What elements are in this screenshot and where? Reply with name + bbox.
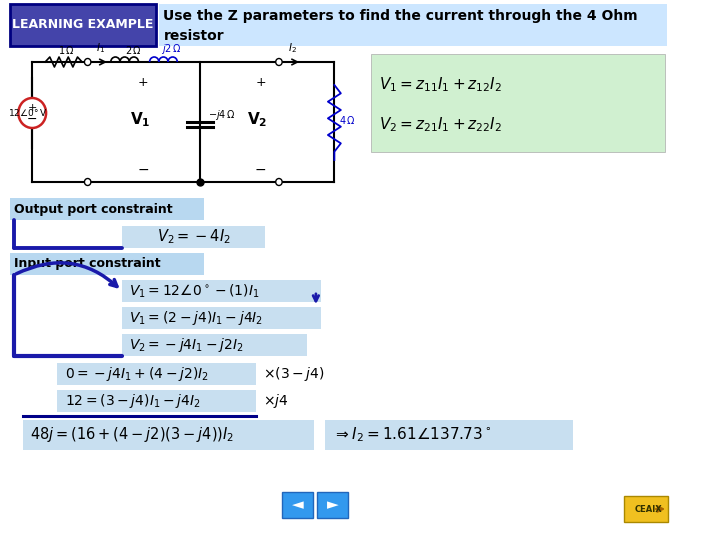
Text: $j2\,\Omega$: $j2\,\Omega$ (161, 42, 181, 56)
Text: resistor: resistor (163, 29, 224, 43)
FancyArrowPatch shape (313, 294, 319, 301)
Text: $12 = (3-j4)I_1 - j4I_2$: $12 = (3-j4)I_1 - j4I_2$ (65, 392, 200, 410)
Circle shape (84, 179, 91, 186)
Text: $V_2 = -j4I_1 - j2I_2$: $V_2 = -j4I_1 - j2I_2$ (130, 336, 244, 354)
FancyBboxPatch shape (372, 54, 665, 152)
Text: −: − (138, 163, 149, 177)
FancyBboxPatch shape (317, 492, 348, 518)
FancyBboxPatch shape (159, 4, 667, 46)
FancyBboxPatch shape (10, 253, 204, 275)
Text: $-j4\,\Omega$: $-j4\,\Omega$ (208, 108, 235, 122)
FancyBboxPatch shape (57, 363, 256, 385)
Text: $4\,\Omega$: $4\,\Omega$ (339, 114, 356, 126)
FancyBboxPatch shape (282, 492, 313, 518)
Text: $\Rightarrow I_2 = 1.61\angle137.73^\circ$: $\Rightarrow I_2 = 1.61\angle137.73^\cir… (333, 426, 491, 444)
FancyBboxPatch shape (23, 420, 314, 450)
Text: Use the Z parameters to find the current through the 4 Ohm: Use the Z parameters to find the current… (163, 9, 638, 23)
Circle shape (276, 58, 282, 65)
Text: $48j = (16+(4-j2)(3-j4))I_2$: $48j = (16+(4-j2)(3-j4))I_2$ (30, 426, 235, 444)
Circle shape (276, 179, 282, 186)
Text: $V_1 = 12\angle0^\circ-(1)I_1$: $V_1 = 12\angle0^\circ-(1)I_1$ (130, 282, 260, 300)
Text: $I_2$: $I_2$ (288, 41, 297, 55)
Text: $\times(3-j4)$: $\times(3-j4)$ (264, 365, 325, 383)
FancyBboxPatch shape (10, 198, 204, 220)
FancyBboxPatch shape (10, 4, 156, 46)
Text: $\mathbf{V_2}$: $\mathbf{V_2}$ (248, 111, 268, 130)
Text: $V_2 = -4I_2$: $V_2 = -4I_2$ (157, 228, 231, 246)
Text: +: + (255, 76, 266, 89)
Text: CEAIX: CEAIX (634, 504, 662, 514)
FancyBboxPatch shape (624, 496, 668, 522)
Text: ◄: ◄ (292, 497, 303, 512)
Text: $V_1 = (2-j4)I_1 - j4I_2$: $V_1 = (2-j4)I_1 - j4I_2$ (130, 309, 264, 327)
Text: −: − (255, 163, 266, 177)
FancyBboxPatch shape (10, 50, 356, 195)
Circle shape (84, 58, 91, 65)
FancyBboxPatch shape (122, 280, 320, 302)
Circle shape (19, 98, 46, 128)
Text: +: + (27, 103, 37, 113)
FancyBboxPatch shape (122, 334, 307, 356)
Text: Output port constraint: Output port constraint (14, 202, 172, 215)
Text: −: − (27, 112, 37, 125)
Text: $0 = -j4I_1 + (4-j2)I_2$: $0 = -j4I_1 + (4-j2)I_2$ (65, 365, 209, 383)
Text: Input port constraint: Input port constraint (14, 258, 161, 271)
Text: LEARNING EXAMPLE: LEARNING EXAMPLE (12, 18, 154, 31)
Text: $I_1$: $I_1$ (96, 41, 105, 55)
Text: $\mathbf{V_1}$: $\mathbf{V_1}$ (130, 111, 150, 130)
FancyBboxPatch shape (57, 390, 256, 412)
Text: $12\angle0°\,$V: $12\angle0°\,$V (8, 107, 48, 118)
FancyArrowPatch shape (17, 263, 117, 287)
Text: ►: ► (327, 497, 338, 512)
Text: $2\,\Omega$: $2\,\Omega$ (125, 44, 143, 56)
Text: $V_2 = z_{21}I_1 + z_{22}I_2$: $V_2 = z_{21}I_1 + z_{22}I_2$ (379, 116, 502, 134)
FancyBboxPatch shape (325, 420, 572, 450)
FancyBboxPatch shape (122, 307, 320, 329)
Text: $1\,\Omega$: $1\,\Omega$ (58, 44, 75, 56)
Text: +: + (138, 76, 148, 89)
Text: $\times j4$: $\times j4$ (264, 392, 289, 410)
FancyBboxPatch shape (122, 226, 265, 248)
Text: $V_1 = z_{11}I_1 + z_{12}I_2$: $V_1 = z_{11}I_1 + z_{12}I_2$ (379, 76, 502, 94)
